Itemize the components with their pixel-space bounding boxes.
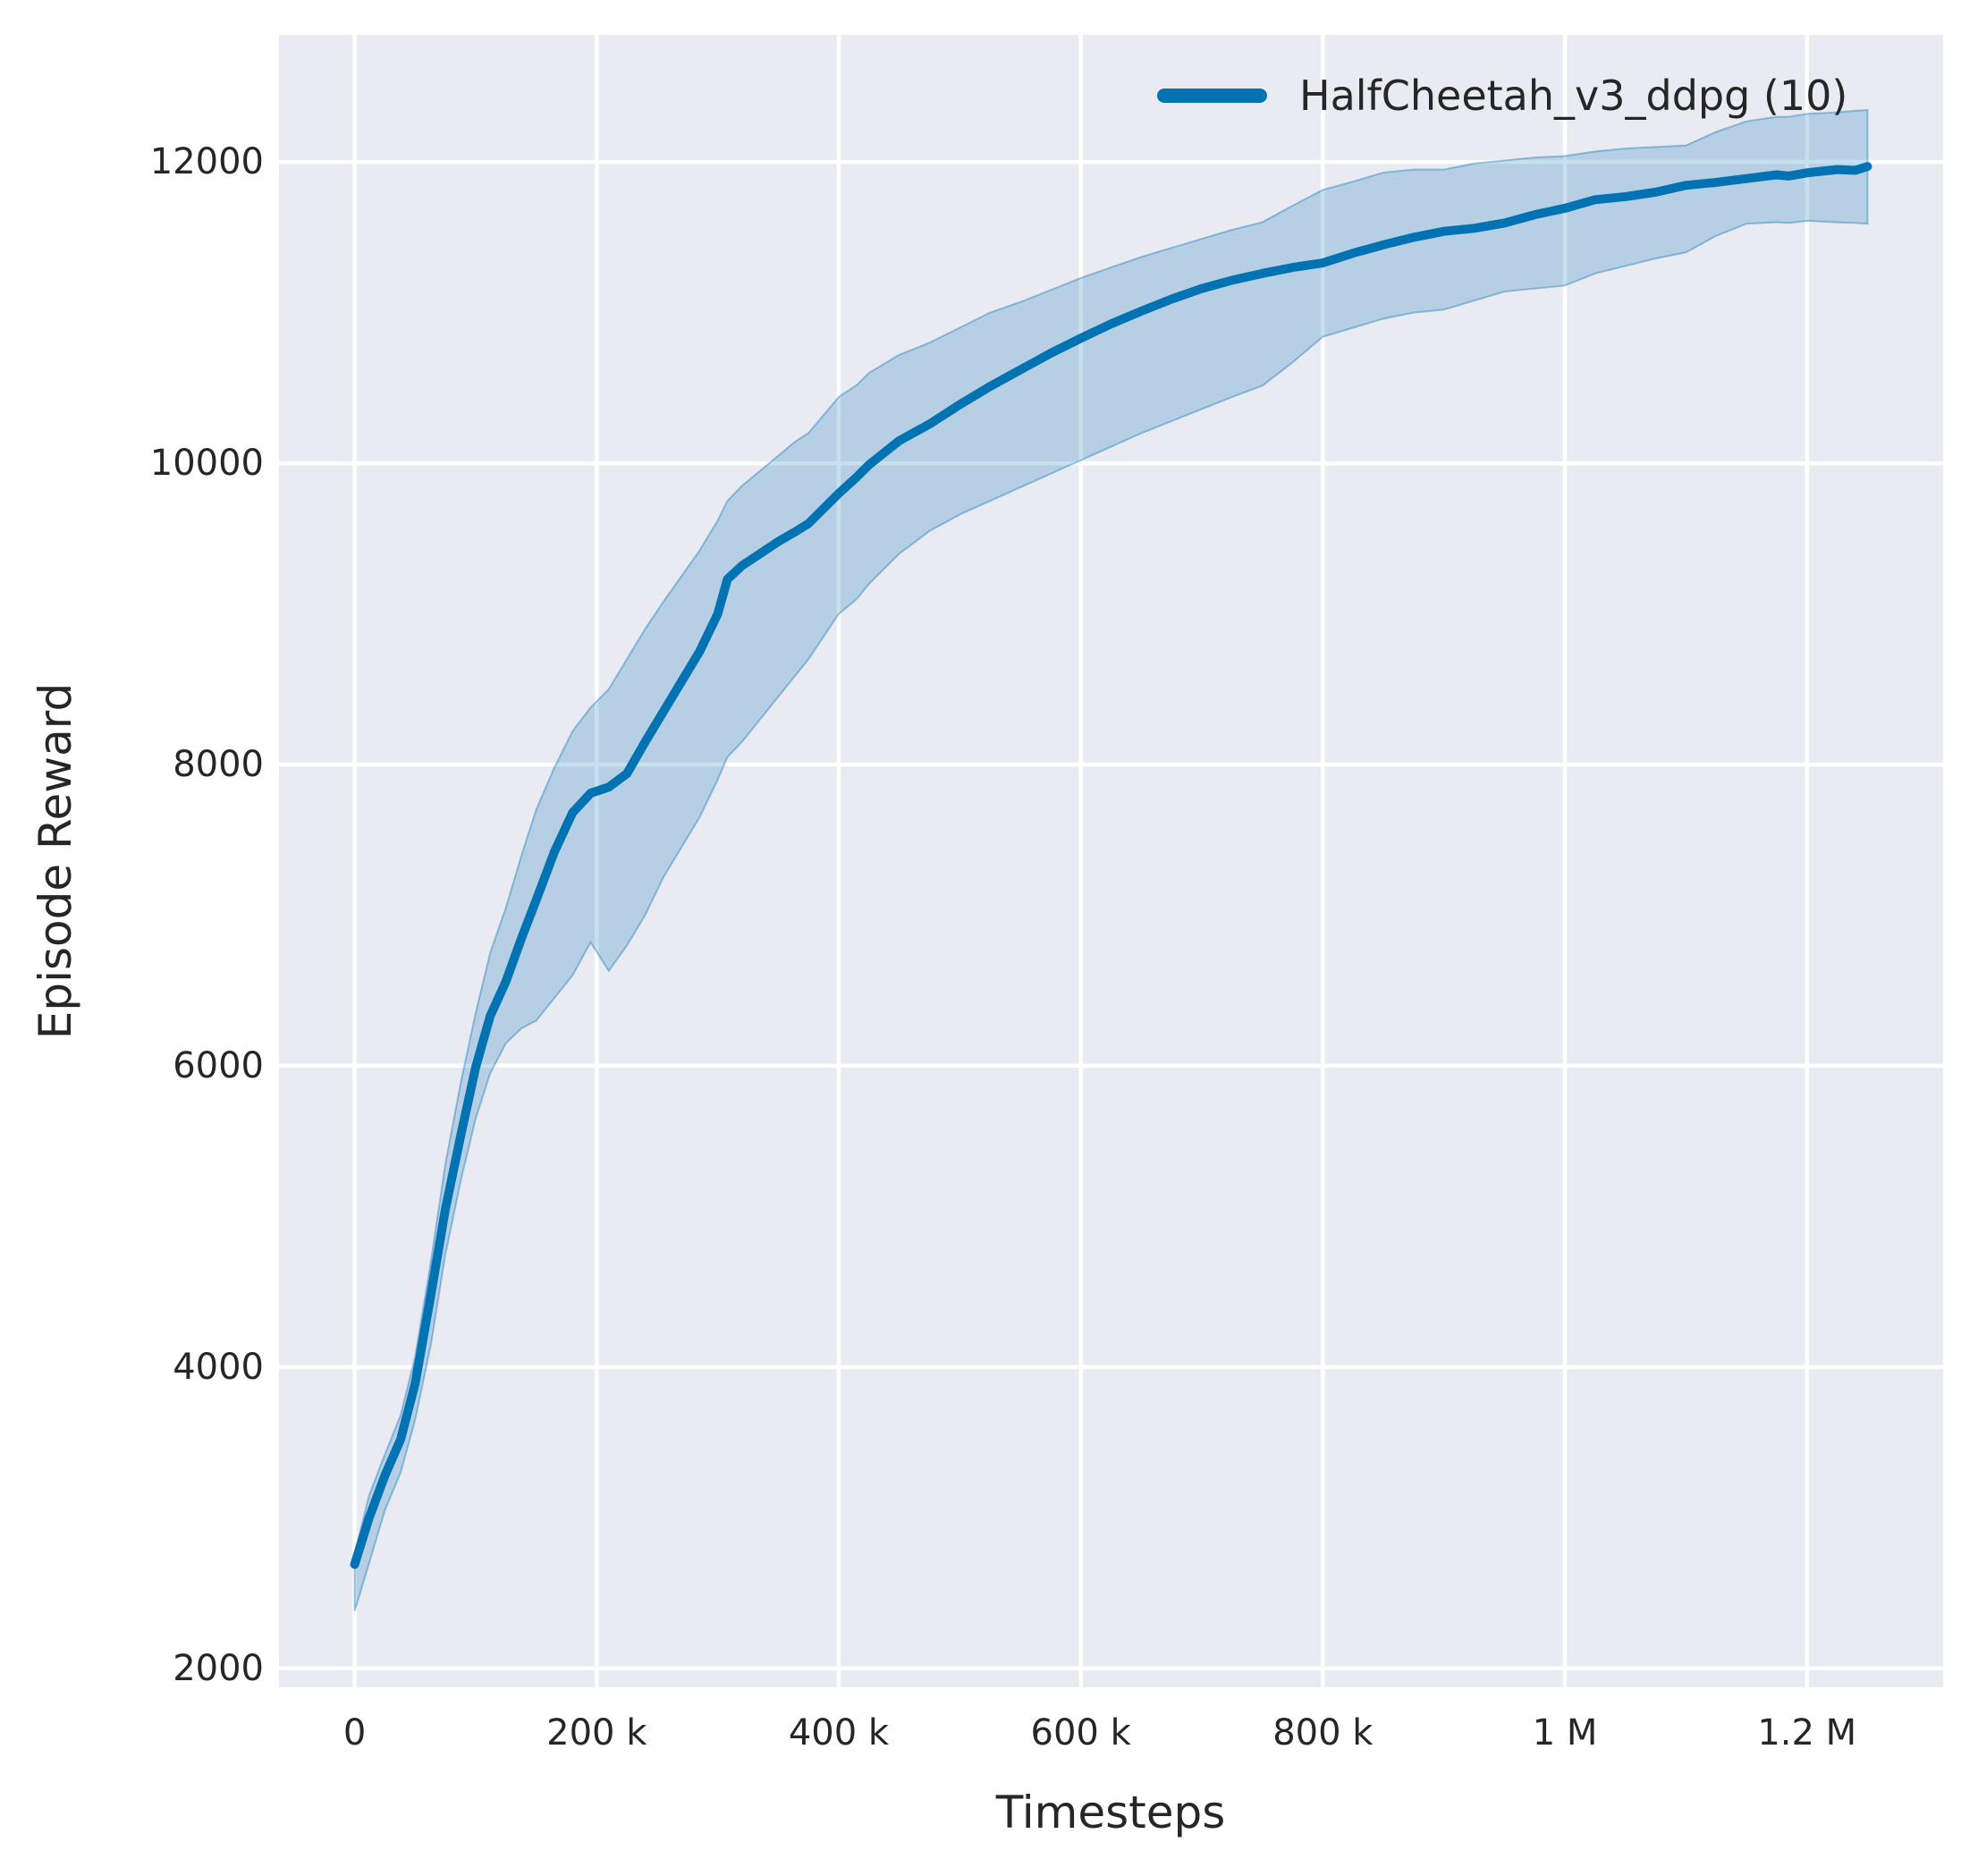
y-tick-label: 4000	[173, 1346, 264, 1388]
mean-line	[350, 162, 1872, 1569]
confidence-band	[353, 108, 1869, 1612]
plot-area	[279, 35, 1943, 1687]
x-tick-label: 1.2 M	[1757, 1712, 1857, 1753]
x-axis-label: Timesteps	[995, 1787, 1226, 1838]
y-tick-label: 8000	[173, 744, 264, 786]
y-tick-label: 6000	[173, 1044, 264, 1086]
legend: HalfCheetah_v3_ddpg (10)	[1157, 72, 1847, 120]
x-tick-label: 400 k	[788, 1712, 890, 1753]
legend-series-label: HalfCheetah_v3_ddpg (10)	[1299, 72, 1848, 120]
y-tick-label: 2000	[173, 1647, 264, 1689]
y-axis-label: Episode Reward	[30, 682, 81, 1040]
x-tick-label: 800 k	[1272, 1712, 1374, 1753]
legend-line-swatch-icon	[1157, 89, 1267, 103]
x-tick-label: 1 M	[1532, 1712, 1598, 1753]
x-tick-label: 0	[342, 1712, 367, 1753]
x-tick-label: 200 k	[546, 1712, 647, 1753]
x-tick-label: 600 k	[1030, 1712, 1131, 1753]
y-tick-label: 10000	[149, 443, 264, 485]
y-tick-label: 12000	[149, 141, 264, 183]
